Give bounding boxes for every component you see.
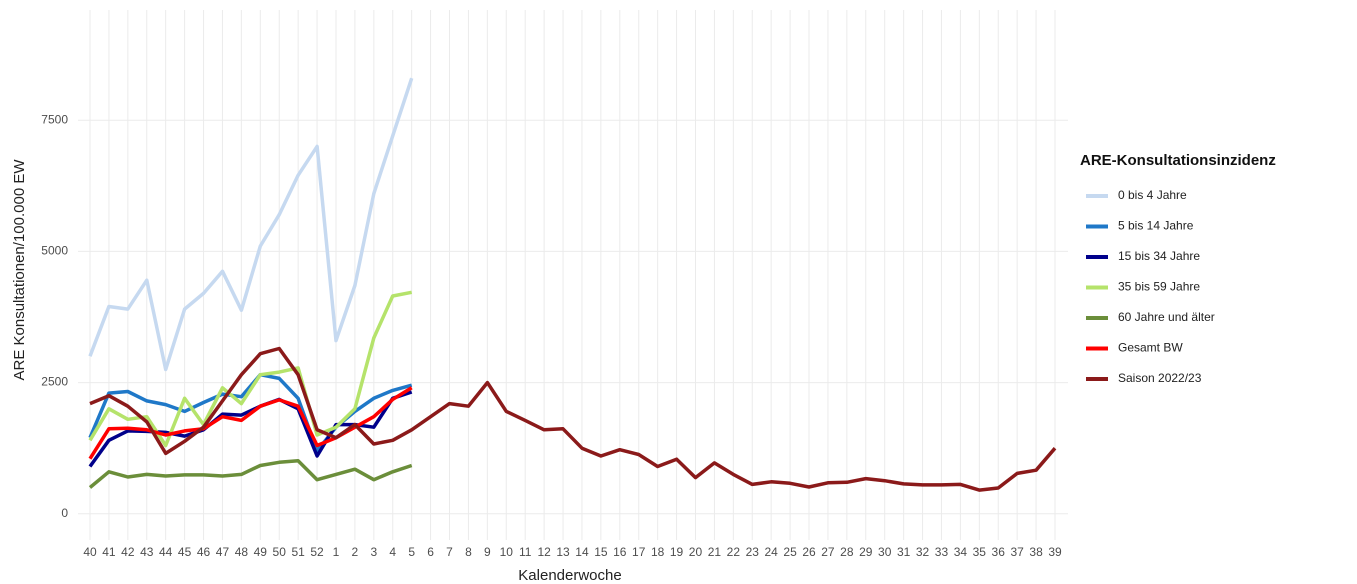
x-tick-label: 49 [254, 545, 268, 559]
x-tick-label: 19 [670, 545, 684, 559]
series-line [88, 459, 413, 489]
x-tick-label: 10 [500, 545, 514, 559]
x-tick-label: 26 [802, 545, 816, 559]
x-tick-label: 47 [216, 545, 230, 559]
x-tick-label: 2 [352, 545, 359, 559]
x-tick-label: 48 [235, 545, 249, 559]
x-tick-label: 40 [83, 545, 97, 559]
x-tick-label: 17 [632, 545, 646, 559]
legend-label: 60 Jahre und älter [1118, 310, 1215, 324]
x-tick-label: 28 [840, 545, 854, 559]
x-tick-label: 12 [537, 545, 551, 559]
plot-lines [88, 77, 1057, 492]
x-tick-label: 5 [408, 545, 415, 559]
x-tick-label: 25 [783, 545, 797, 559]
x-tick-label: 16 [613, 545, 627, 559]
x-tick-label: 24 [764, 545, 778, 559]
x-tick-label: 50 [273, 545, 287, 559]
series-line [89, 346, 1057, 492]
x-axis-title: Kalenderwoche [518, 567, 621, 584]
x-tick-label: 6 [427, 545, 434, 559]
x-tick-label: 46 [197, 545, 211, 559]
legend-label: Gesamt BW [1118, 341, 1183, 355]
x-tick-label: 42 [121, 545, 135, 559]
x-tick-label: 8 [465, 545, 472, 559]
series-line [88, 372, 413, 453]
x-tick-label: 41 [102, 545, 116, 559]
x-tick-label: 23 [746, 545, 760, 559]
x-tick-label: 1 [333, 545, 340, 559]
y-tick-label: 2500 [41, 375, 68, 389]
x-tick-label: 32 [916, 545, 930, 559]
x-tick-label: 11 [519, 545, 532, 559]
x-tick-label: 38 [1029, 545, 1043, 559]
legend-label: 15 bis 34 Jahre [1118, 249, 1200, 263]
x-tick-label: 31 [897, 545, 911, 559]
legend-title: ARE-Konsultationsinzidenz [1080, 152, 1276, 169]
y-axis-title: ARE Konsultationen/100.000 EW [11, 159, 28, 381]
x-tick-label: 4 [389, 545, 396, 559]
x-tick-label: 36 [992, 545, 1006, 559]
legend-label: Saison 2022/23 [1118, 371, 1202, 385]
x-tick-label: 52 [310, 545, 324, 559]
x-tick-label: 3 [370, 545, 377, 559]
grid: 40 41 42 43 44 45 46 47 48 49 50 51 52 1 2 3 4 5 6 7 8 9 10 11 1… [41, 10, 1068, 559]
x-tick-label: 51 [291, 545, 305, 559]
x-tick-label: 45 [178, 545, 192, 559]
x-tick-label: 44 [159, 545, 173, 559]
series-line [88, 77, 414, 372]
legend-label: 35 bis 59 Jahre [1118, 280, 1200, 294]
x-tick-label: 30 [878, 545, 892, 559]
legend-label: 5 bis 14 Jahre [1118, 219, 1194, 233]
x-tick-label: 37 [1010, 545, 1024, 559]
y-tick-label: 0 [61, 506, 68, 520]
legend: 0 bis 4 Jahre 5 bis 14 Jahre 15 bis 34 Jah… [1086, 188, 1215, 385]
x-tick-label: 39 [1048, 545, 1062, 559]
x-tick-label: 43 [140, 545, 154, 559]
x-tick-label: 7 [446, 545, 453, 559]
x-tick-label: 14 [575, 545, 589, 559]
x-tick-label: 18 [651, 545, 665, 559]
x-tick-label: 20 [689, 545, 703, 559]
y-tick-label: 5000 [41, 244, 68, 258]
x-tick-label: 29 [859, 545, 873, 559]
x-tick-label: 35 [973, 545, 987, 559]
legend-label: 0 bis 4 Jahre [1118, 188, 1187, 202]
x-tick-label: 27 [821, 545, 835, 559]
x-tick-label: 22 [727, 545, 741, 559]
x-tick-label: 13 [556, 545, 570, 559]
x-tick-label: 15 [594, 545, 608, 559]
x-tick-label: 9 [484, 545, 491, 559]
x-tick-label: 33 [935, 545, 949, 559]
x-tick-label: 34 [954, 545, 968, 559]
x-tick-label: 21 [708, 545, 722, 559]
y-tick-label: 7500 [41, 112, 68, 126]
